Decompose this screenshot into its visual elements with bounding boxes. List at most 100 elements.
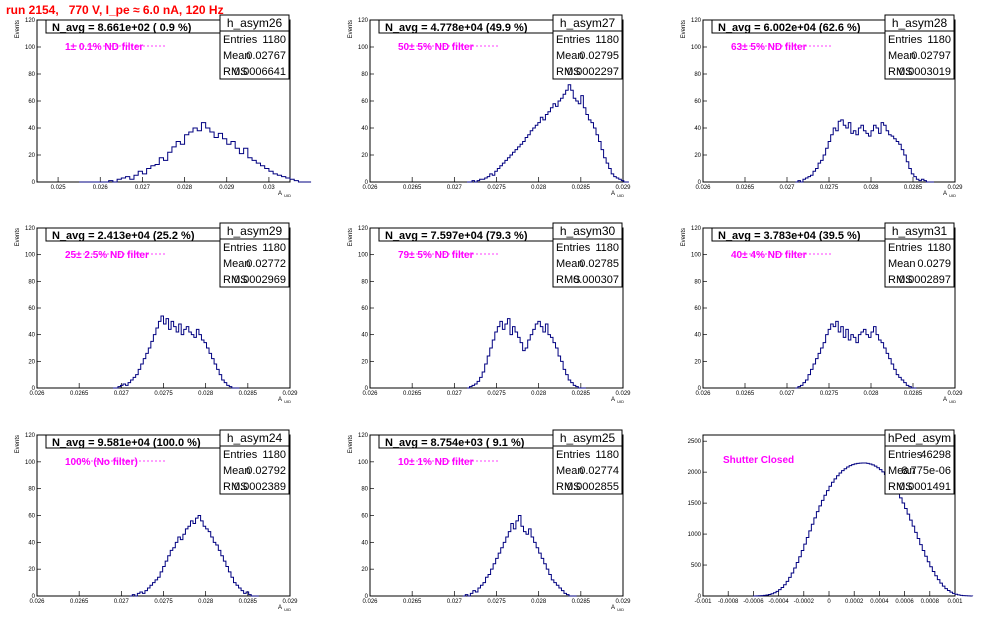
y-tick-label: 100 (25, 460, 36, 466)
x-tick-label: 0.0285 (239, 391, 258, 397)
x-tick-label: 0.0275 (820, 391, 839, 397)
histogram-name: h_asym24 (227, 431, 283, 445)
stats-entries-label: Entries (556, 34, 591, 46)
histogram-panel-h_asym29: 0 20 40 60 80 100 120 0.026 0.0265 0.027 0.0275 0.0… (15, 222, 298, 404)
stats-rms-value: 0.0002389 (234, 481, 286, 493)
x-tick-label: 0.027 (779, 391, 795, 397)
x-tick-label: 0.029 (947, 391, 963, 397)
x-tick-label: 0.0275 (487, 599, 506, 605)
stats-box (219, 30, 290, 80)
stats-entries-label: Entries (888, 242, 923, 254)
x-tick-label: 0.0008 (921, 599, 940, 605)
n-avg-box (45, 19, 221, 34)
x-tick-label: 0.0004 (870, 599, 889, 605)
stats-entries-value: 1180 (262, 449, 286, 461)
stats-mean-label: Mean (556, 465, 584, 477)
x-tick-label: 0.028 (863, 185, 879, 191)
x-tick-label: 0.0275 (487, 391, 506, 397)
stats-rms-value: 0.0003019 (899, 66, 951, 78)
stats-rms-label: RMS (223, 481, 247, 493)
x-tick-label: -0.0006 (743, 599, 764, 605)
y-tick-label: 0 (365, 180, 369, 186)
stats-mean-value: 0.0279 (917, 258, 951, 270)
y-tick-label: 20 (28, 153, 35, 159)
stats-box (884, 445, 955, 495)
histogram-name: h_asym25 (560, 431, 616, 445)
y-tick-label: 40 (361, 540, 368, 546)
histogram-panel-h_asym26: 0 20 40 60 80 100 120 0.025 0.026 0.027 0.028 0.029… (15, 14, 312, 198)
stats-mean-value: 0.02797 (911, 50, 951, 62)
y-tick-label: 120 (691, 18, 702, 24)
y-tick-label: 20 (28, 567, 35, 573)
y-tick-label: 40 (28, 333, 35, 339)
y-tick-label: 120 (25, 433, 36, 439)
y-tick-label: 60 (694, 99, 701, 105)
stats-rms-value: 0.0002297 (567, 66, 619, 78)
stats-box (552, 445, 623, 495)
x-tick-label: -0.0008 (718, 599, 739, 605)
x-tick-label: 0.0275 (154, 391, 173, 397)
x-tick-label: 0.026 (29, 599, 45, 605)
stats-entries-value: 1180 (595, 449, 619, 461)
y-tick-label: 2500 (688, 439, 702, 445)
n-avg-box (45, 227, 221, 242)
y-tick-label: 40 (694, 126, 701, 132)
x-tick-label: 0.0265 (403, 599, 422, 605)
y-tick-label: 80 (361, 72, 368, 78)
stats-rms-label: RMS (888, 481, 912, 493)
run-title: run 2154, 770 V, I_pe ≈ 6.0 nA, 120 Hz (6, 3, 224, 17)
y-axis-label: Events (15, 228, 21, 246)
x-tick-label: 0.0285 (239, 599, 258, 605)
x-tick-label: 0.0285 (572, 599, 591, 605)
y-tick-label: 100 (691, 45, 702, 51)
histogram-panel-h_asym31: 0 20 40 60 80 100 120 0.026 0.0265 0.027 0.0275 0.0… (681, 222, 963, 404)
stats-rms-label: RMS (888, 274, 912, 286)
y-tick-label: 20 (361, 359, 368, 365)
histogram-name: h_asym26 (227, 16, 283, 30)
x-tick-label: 0.028 (531, 185, 547, 191)
y-axis-label: Events (348, 20, 354, 38)
x-tick-label: 0.028 (177, 185, 193, 191)
y-tick-label: 80 (361, 279, 368, 285)
filter-label: 1± 0.1% ND filter (65, 42, 143, 53)
y-tick-label: 60 (361, 99, 368, 105)
y-axis-label: Events (681, 228, 687, 246)
n-avg-label: N_avg = 6.002e+04 (62.6 %) (718, 22, 861, 34)
x-tick-label: 0.026 (695, 391, 711, 397)
y-tick-label: 40 (694, 333, 701, 339)
x-tick-label: 0.0002 (845, 599, 864, 605)
y-tick-label: 80 (28, 487, 35, 493)
stats-entries-value: 1180 (927, 34, 951, 46)
stats-rms-label: RMS (556, 66, 580, 78)
y-tick-label: 80 (694, 279, 701, 285)
stats-box (884, 238, 955, 288)
y-tick-label: 2000 (688, 470, 702, 476)
x-tick-label: 0.027 (447, 599, 463, 605)
y-tick-label: 20 (694, 153, 701, 159)
stats-rms-label: RMS (556, 274, 580, 286)
n-avg-label: N_avg = 7.597e+04 (79.3 %) (385, 230, 528, 242)
y-tick-label: 0 (32, 180, 36, 186)
stats-mean-label: Mean (223, 50, 251, 62)
stats-entries-label: Entries (223, 449, 258, 461)
histogram-line (752, 462, 974, 597)
histogram-panel-h_asym27: 0 20 40 60 80 100 120 0.026 0.0265 0.027 0.0275 0.0… (348, 14, 631, 198)
x-tick-label: 0.0275 (154, 599, 173, 605)
x-axis-label: A UID (278, 397, 291, 404)
stats-entries-value: 1180 (595, 34, 619, 46)
y-axis-label: Events (348, 228, 354, 246)
x-tick-label: 0.026 (362, 391, 378, 397)
y-tick-label: 120 (25, 18, 36, 24)
x-axis-label: A UID (278, 191, 291, 198)
y-tick-label: 20 (28, 359, 35, 365)
y-tick-label: 60 (694, 306, 701, 312)
histogram-name: h_asym27 (560, 16, 616, 30)
stats-box (884, 30, 955, 80)
x-tick-label: 0.028 (198, 599, 214, 605)
stats-rms-value: 0.000307 (573, 274, 619, 286)
stats-entries-value: 46298 (920, 449, 951, 461)
x-tick-label: 0.028 (531, 599, 547, 605)
histogram-line (795, 119, 934, 183)
stats-entries-label: Entries (556, 242, 591, 254)
x-tick-label: 0.0265 (736, 185, 755, 191)
